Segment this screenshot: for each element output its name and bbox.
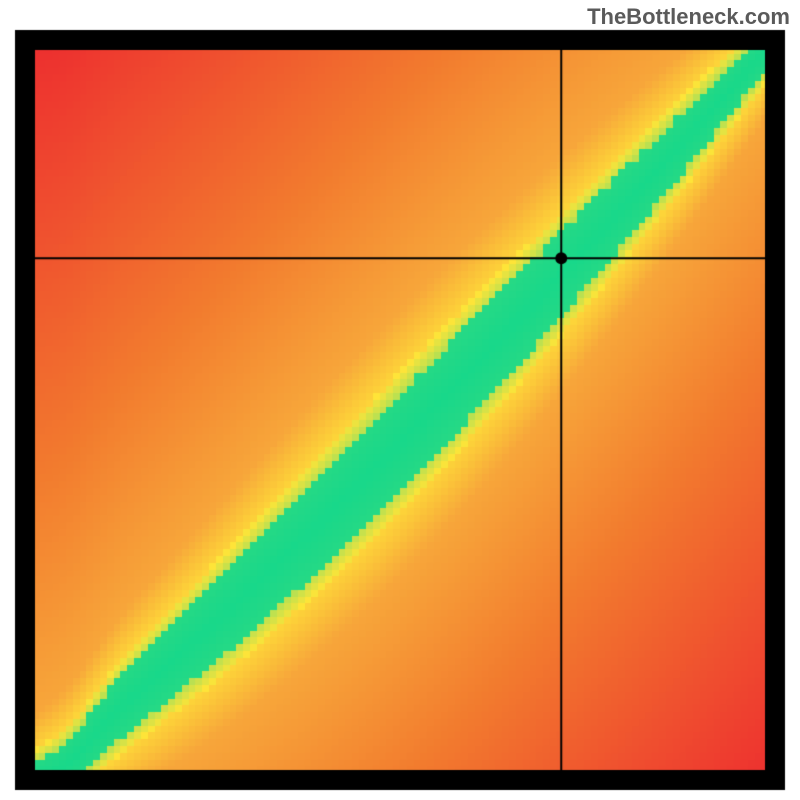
watermark-label: TheBottleneck.com xyxy=(587,4,790,30)
bottleneck-heatmap xyxy=(0,0,800,800)
